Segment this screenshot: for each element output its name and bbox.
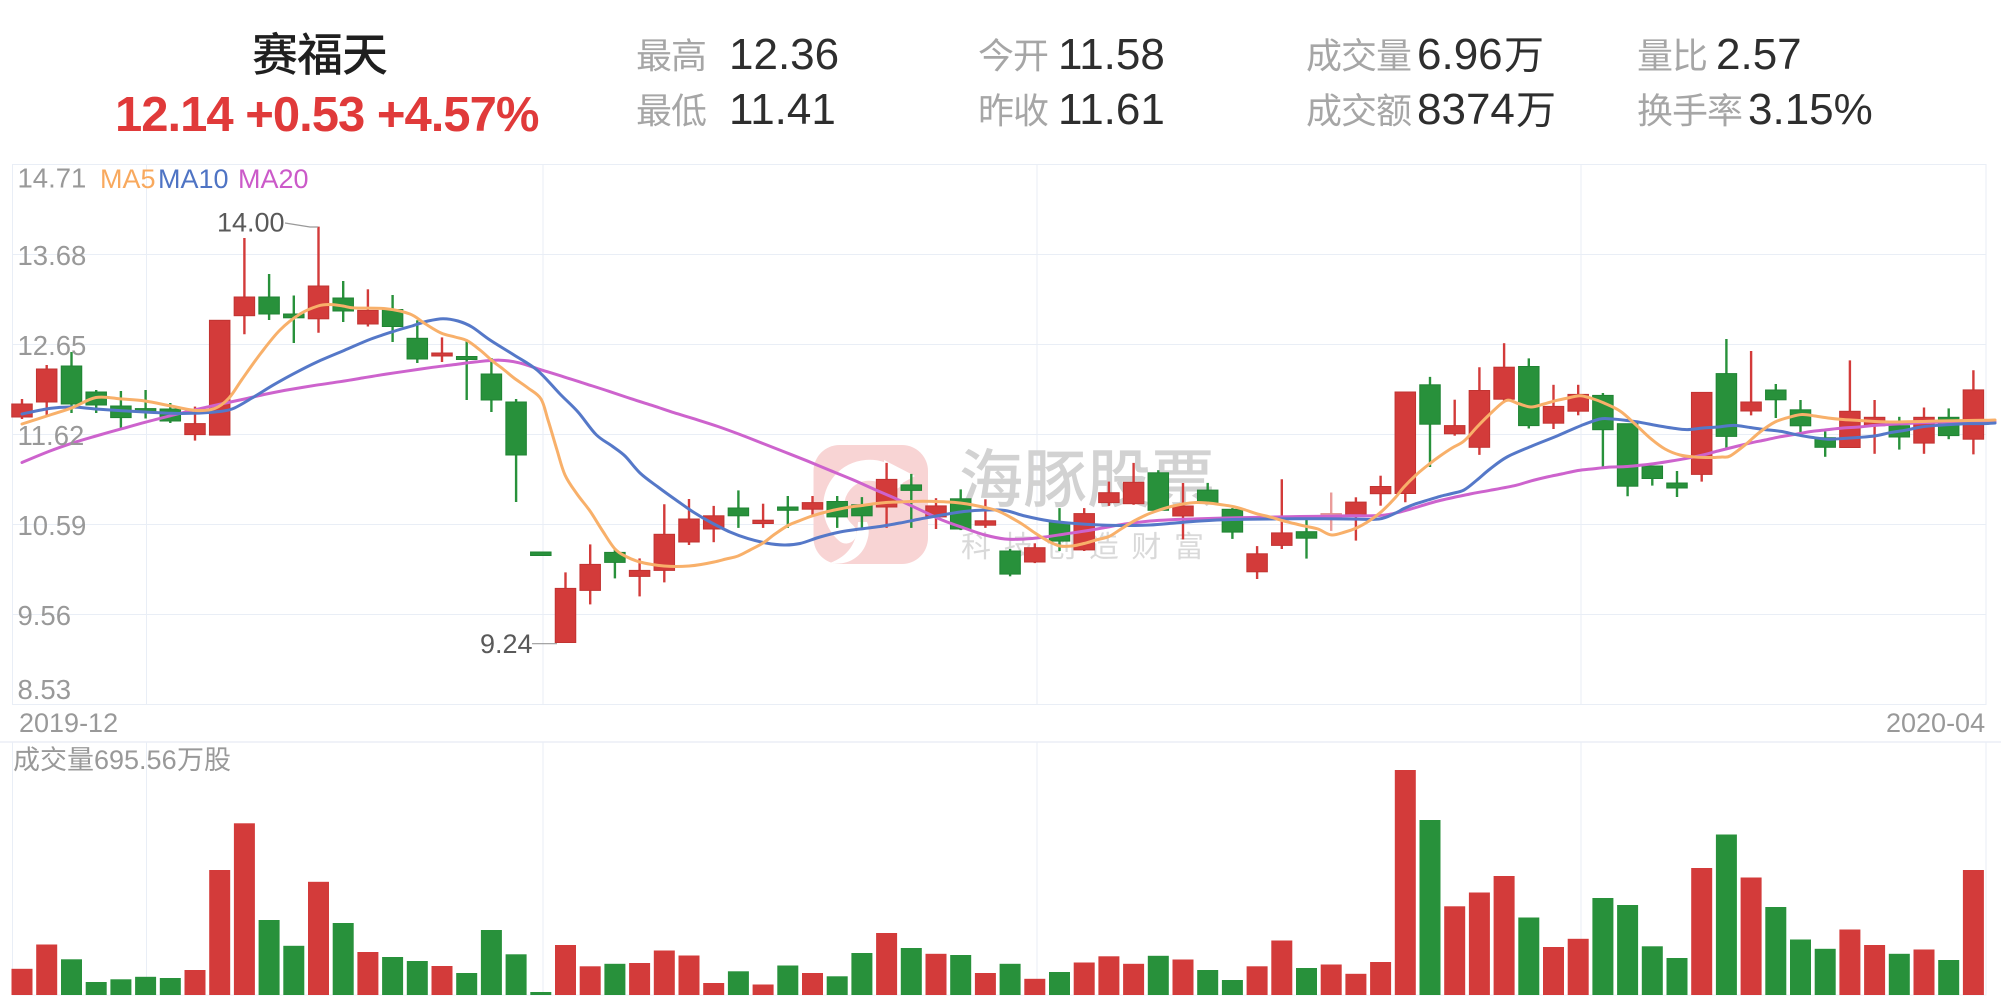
svg-text:MA5: MA5	[100, 164, 156, 194]
svg-text:11.61: 11.61	[1058, 85, 1165, 134]
svg-text:8.53: 8.53	[18, 674, 72, 705]
svg-text:11.62: 11.62	[18, 420, 85, 451]
svg-text:2.57: 2.57	[1716, 30, 1802, 79]
svg-text:MA10: MA10	[158, 164, 229, 194]
svg-text:8374: 8374	[1417, 85, 1515, 134]
svg-text:9.56: 9.56	[18, 600, 72, 631]
svg-text:11.58: 11.58	[1058, 30, 1165, 79]
svg-text:14.00: 14.00	[217, 208, 285, 238]
svg-text:14.71: 14.71	[18, 163, 87, 194]
svg-text:12.14 +0.53 +4.57%: 12.14 +0.53 +4.57%	[115, 88, 539, 142]
svg-text:3.15%: 3.15%	[1748, 85, 1873, 134]
svg-text:MA20: MA20	[238, 164, 309, 194]
svg-text:9.24: 9.24	[480, 629, 533, 659]
svg-text:6.96: 6.96	[1417, 30, 1503, 79]
svg-text:12.36: 12.36	[729, 30, 839, 79]
svg-text:2020-04: 2020-04	[1886, 708, 1985, 738]
svg-text:695.56: 695.56	[94, 745, 177, 775]
svg-text:12.65: 12.65	[18, 330, 87, 361]
svg-text:2019-12: 2019-12	[19, 708, 118, 738]
svg-text:13.68: 13.68	[18, 240, 87, 271]
svg-text:10.59: 10.59	[18, 510, 87, 541]
svg-text:11.41: 11.41	[729, 85, 836, 134]
